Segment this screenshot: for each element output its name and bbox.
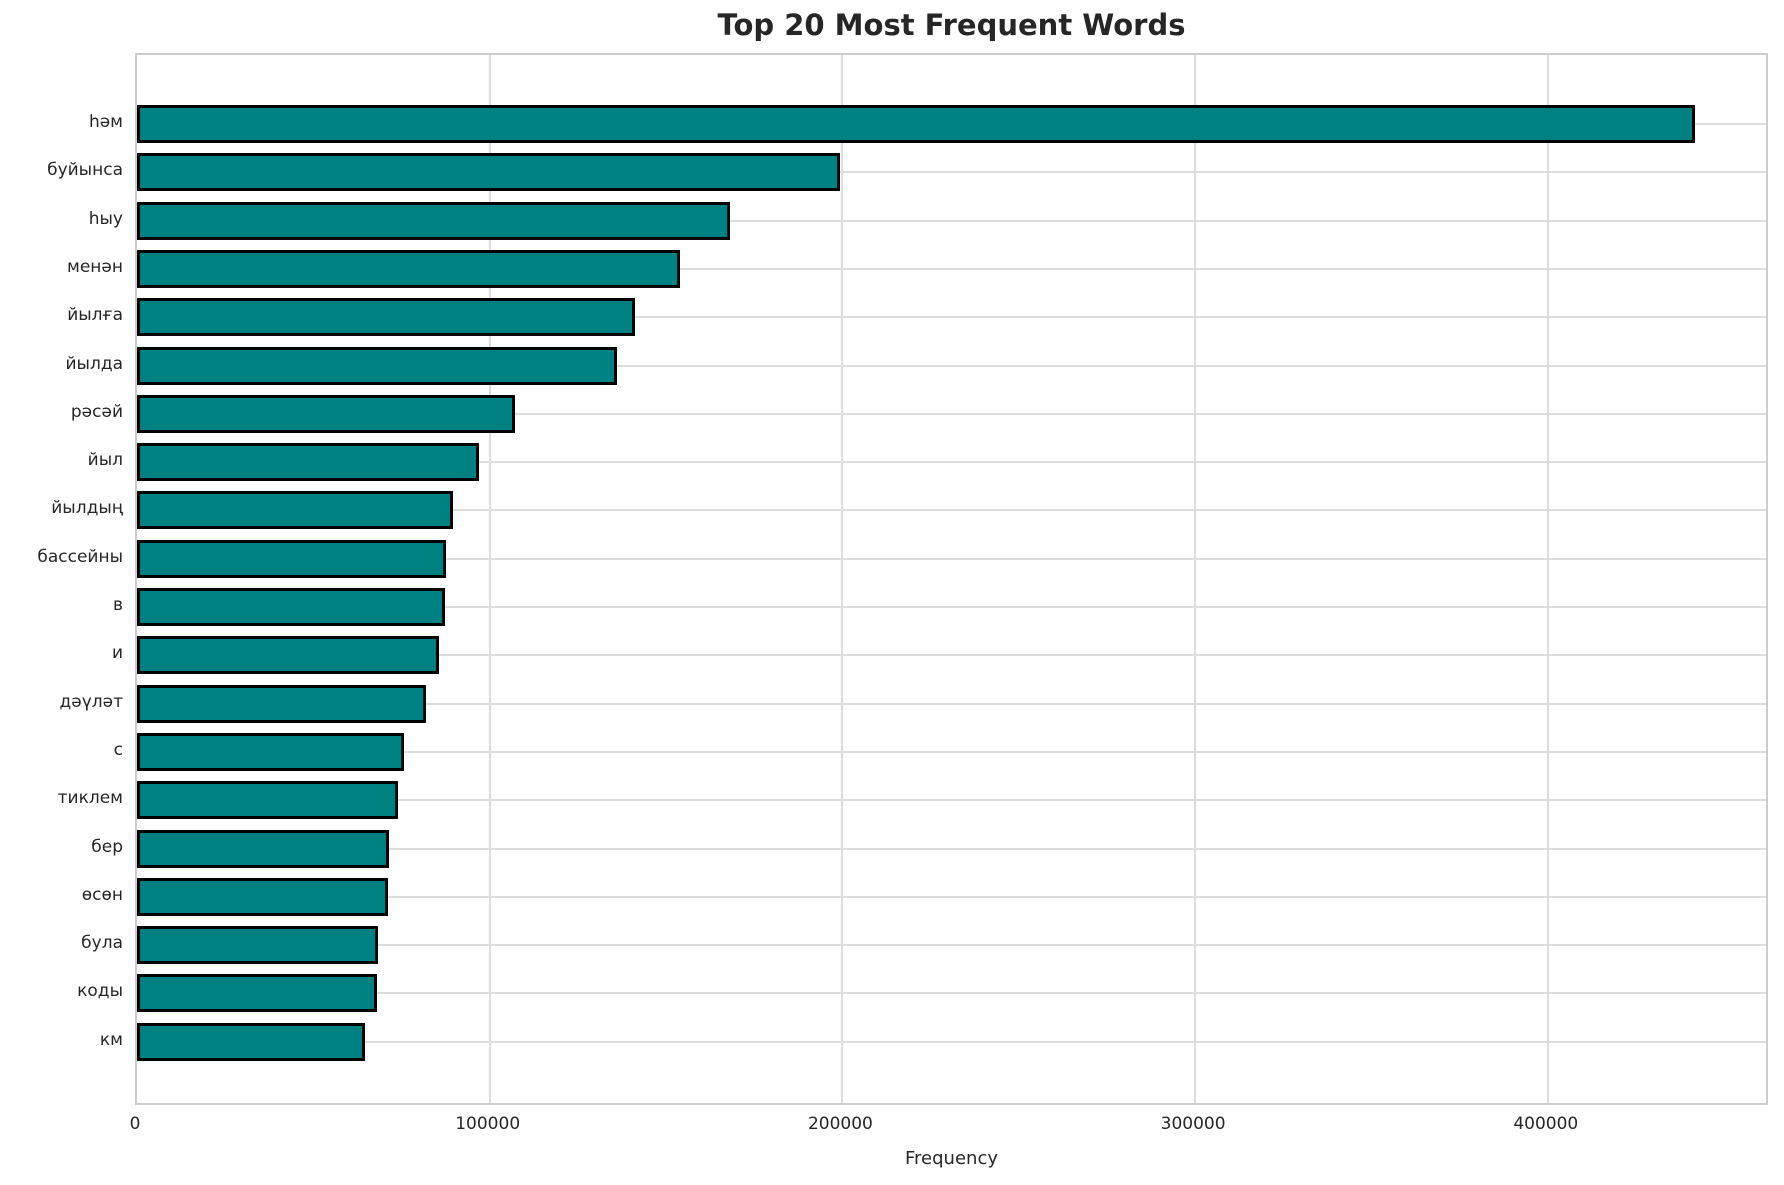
gridline-horizontal (137, 944, 1766, 947)
bar-и (137, 636, 439, 675)
x-tick-label: 400000 (1513, 1114, 1579, 1134)
gridline-horizontal (137, 847, 1766, 850)
bar-һыу (137, 201, 731, 240)
gridline-vertical (841, 55, 844, 1103)
y-tick-label: в (112, 595, 123, 615)
x-tick-label: 200000 (807, 1114, 873, 1134)
bar-буйынса (137, 153, 840, 192)
gridline-horizontal (137, 895, 1766, 898)
y-tick-label: буйынса (47, 160, 123, 181)
gridline-horizontal (137, 171, 1766, 174)
bar-в (137, 588, 446, 626)
y-tick-label: менән (67, 256, 123, 277)
gridline-vertical (1194, 55, 1197, 1103)
x-tick-label: 300000 (1160, 1114, 1226, 1134)
gridline-horizontal (137, 219, 1766, 222)
gridline-horizontal (137, 316, 1766, 319)
gridline-horizontal (137, 267, 1766, 270)
gridline-horizontal (137, 606, 1766, 608)
bar-йылға (137, 298, 636, 337)
bar-һәм (137, 105, 1695, 143)
gridline-horizontal (137, 461, 1766, 464)
gridline-horizontal (137, 654, 1766, 657)
y-tick-label: йылдың (51, 498, 123, 519)
y-tick-label: рәсәй (70, 401, 123, 422)
bar-була (137, 926, 379, 965)
gridline-horizontal (137, 557, 1766, 560)
y-tick-label: була (81, 933, 123, 954)
bar-бер (137, 829, 390, 868)
y-tick-label: и (111, 643, 123, 664)
y-tick-label: бер (91, 836, 123, 857)
gridline-horizontal (137, 750, 1766, 753)
gridline-horizontal (137, 1040, 1766, 1043)
chart-title: Top 20 Most Frequent Words (717, 8, 1186, 42)
y-tick-label: өсөн (81, 884, 123, 905)
y-tick-label: дәүләт (59, 691, 123, 712)
y-tick-label: с (113, 739, 123, 760)
x-tick-label: 0 (129, 1114, 141, 1134)
bar-коды (137, 974, 377, 1013)
bar-рәсәй (137, 394, 516, 433)
bar-бассейны (137, 539, 446, 578)
gridline-vertical (1546, 55, 1549, 1103)
bar-тиклем (137, 781, 398, 820)
bar-йыл (137, 443, 480, 482)
y-tick-label: һыу (88, 208, 123, 229)
gridline-horizontal (137, 702, 1766, 705)
gridline-vertical (488, 55, 491, 1103)
gridline-horizontal (137, 799, 1766, 802)
gridline-horizontal (137, 412, 1766, 415)
y-tick-label: км (99, 1029, 123, 1050)
bar-йылдың (137, 491, 454, 530)
plot-area (135, 53, 1768, 1105)
y-tick-label: йылға (67, 305, 123, 326)
y-tick-label: коды (77, 981, 123, 1002)
bar-дәүләт (137, 684, 427, 723)
x-tick-label: 100000 (455, 1114, 521, 1134)
y-tick-label: тиклем (57, 788, 123, 809)
x-axis-label: Frequency (905, 1148, 998, 1169)
bar-өсөн (137, 877, 388, 916)
bar-км (137, 1022, 365, 1061)
y-tick-label: бассейны (37, 546, 123, 567)
bar-йылда (137, 346, 618, 385)
y-tick-label: йыл (87, 450, 123, 471)
bar-с (137, 732, 404, 771)
bar-менән (137, 249, 681, 288)
y-tick-label: йылда (65, 353, 123, 374)
gridline-horizontal (137, 509, 1766, 512)
y-tick-label: һәм (88, 112, 123, 132)
gridline-horizontal (137, 364, 1766, 367)
gridline-horizontal (137, 992, 1766, 995)
